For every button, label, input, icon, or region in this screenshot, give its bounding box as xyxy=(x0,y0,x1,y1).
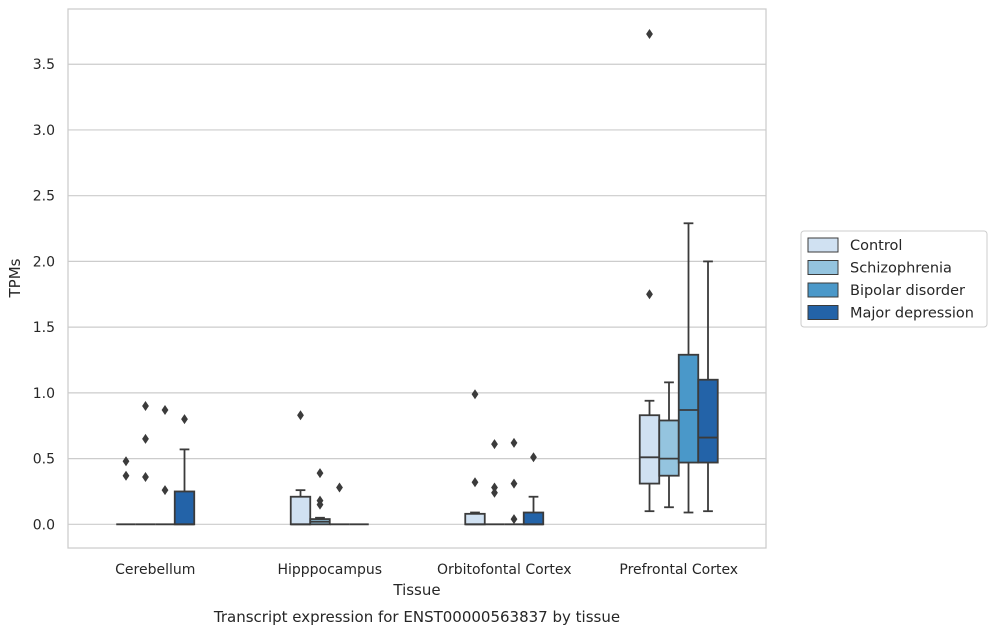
y-tick-label: 2.5 xyxy=(33,189,55,205)
y-axis: 0.0 0.5 1.0 1.5 2.0 2.5 3.0 3.5 xyxy=(33,57,55,533)
x-tick-label: Cerebellum xyxy=(115,562,195,578)
outlier-point xyxy=(142,401,149,412)
box-control xyxy=(116,456,136,526)
box-iqr xyxy=(289,495,312,526)
outlier-point xyxy=(510,478,518,489)
x-axis: Cerebellum Hipppocampus Orbitofontal Corte… xyxy=(115,562,738,578)
outlier-point xyxy=(646,289,653,300)
figure-caption: Transcript expression for ENST0000056383… xyxy=(213,608,620,626)
y-tick-label: 1.0 xyxy=(33,386,55,402)
box-schizophrenia xyxy=(309,468,331,526)
box-iqr xyxy=(658,419,680,477)
outlier-point xyxy=(142,433,149,444)
x-tick-label: Prefrontal Cortex xyxy=(619,562,738,578)
outlier-point xyxy=(530,452,537,463)
legend: Control Schizophrenia Bipolar disorder Majo… xyxy=(800,230,988,328)
outlier-point xyxy=(316,468,324,479)
box-major-depression xyxy=(522,452,545,526)
x-axis-label: Tissue xyxy=(392,581,440,599)
box-iqr xyxy=(522,511,545,526)
outlier-point xyxy=(491,439,498,450)
outlier-point xyxy=(471,477,479,488)
y-axis-label: TPMs xyxy=(6,258,24,298)
outlier-point xyxy=(122,470,130,481)
box-iqr xyxy=(173,490,196,526)
box-iqr xyxy=(697,378,719,464)
legend-label: Bipolar disorder xyxy=(850,283,965,299)
outlier-point xyxy=(142,472,149,483)
outlier-point xyxy=(491,487,498,498)
legend-swatch xyxy=(807,282,839,298)
legend-label: Control xyxy=(850,238,902,254)
legend-label: Major depression xyxy=(850,306,974,322)
y-tick-label: 3.5 xyxy=(33,57,55,73)
box-bipolar-disorder xyxy=(677,222,700,514)
outlier-point xyxy=(181,414,188,425)
legend-swatch xyxy=(807,237,839,253)
box-major-depression xyxy=(173,414,196,526)
y-tick-label: 3.0 xyxy=(33,123,55,139)
y-tick-label: 2.0 xyxy=(33,254,55,270)
box-control xyxy=(638,28,661,513)
outlier-point xyxy=(646,28,653,39)
y-tick-label: 0.5 xyxy=(33,452,55,468)
plot-area xyxy=(116,28,719,526)
legend-label: Schizophrenia xyxy=(850,261,952,277)
legend-swatch xyxy=(807,260,839,275)
box-schizophrenia xyxy=(135,401,156,526)
plot-frame xyxy=(67,8,767,549)
box-bipolar-disorder xyxy=(155,404,175,526)
box-control xyxy=(464,389,486,526)
y-tick-label: 0.0 xyxy=(33,517,55,533)
x-tick-label: Hipppocampus xyxy=(277,562,382,578)
outlier-point xyxy=(316,499,324,510)
outlier-point xyxy=(122,456,130,467)
x-tick-label: Orbitofontal Cortex xyxy=(437,562,572,578)
box-control xyxy=(289,410,312,526)
outlier-point xyxy=(161,404,169,415)
legend-frame xyxy=(800,230,988,328)
outlier-point xyxy=(510,514,518,525)
box-iqr xyxy=(464,512,486,526)
outlier-point xyxy=(161,485,169,496)
box-major-depression xyxy=(697,260,719,513)
outlier-point xyxy=(510,437,518,448)
legend-swatch xyxy=(807,305,839,320)
box-iqr xyxy=(638,414,661,485)
box-bipolar-disorder xyxy=(329,482,350,526)
outlier-point xyxy=(491,482,498,493)
box-schizophrenia xyxy=(484,439,505,526)
outlier-point xyxy=(336,482,343,493)
box-schizophrenia xyxy=(658,381,680,509)
box-bipolar-disorder xyxy=(504,437,524,526)
outlier-point xyxy=(297,410,304,421)
outlier-point xyxy=(471,389,479,400)
box-iqr xyxy=(677,353,700,464)
y-tick-label: 1.5 xyxy=(33,320,55,336)
